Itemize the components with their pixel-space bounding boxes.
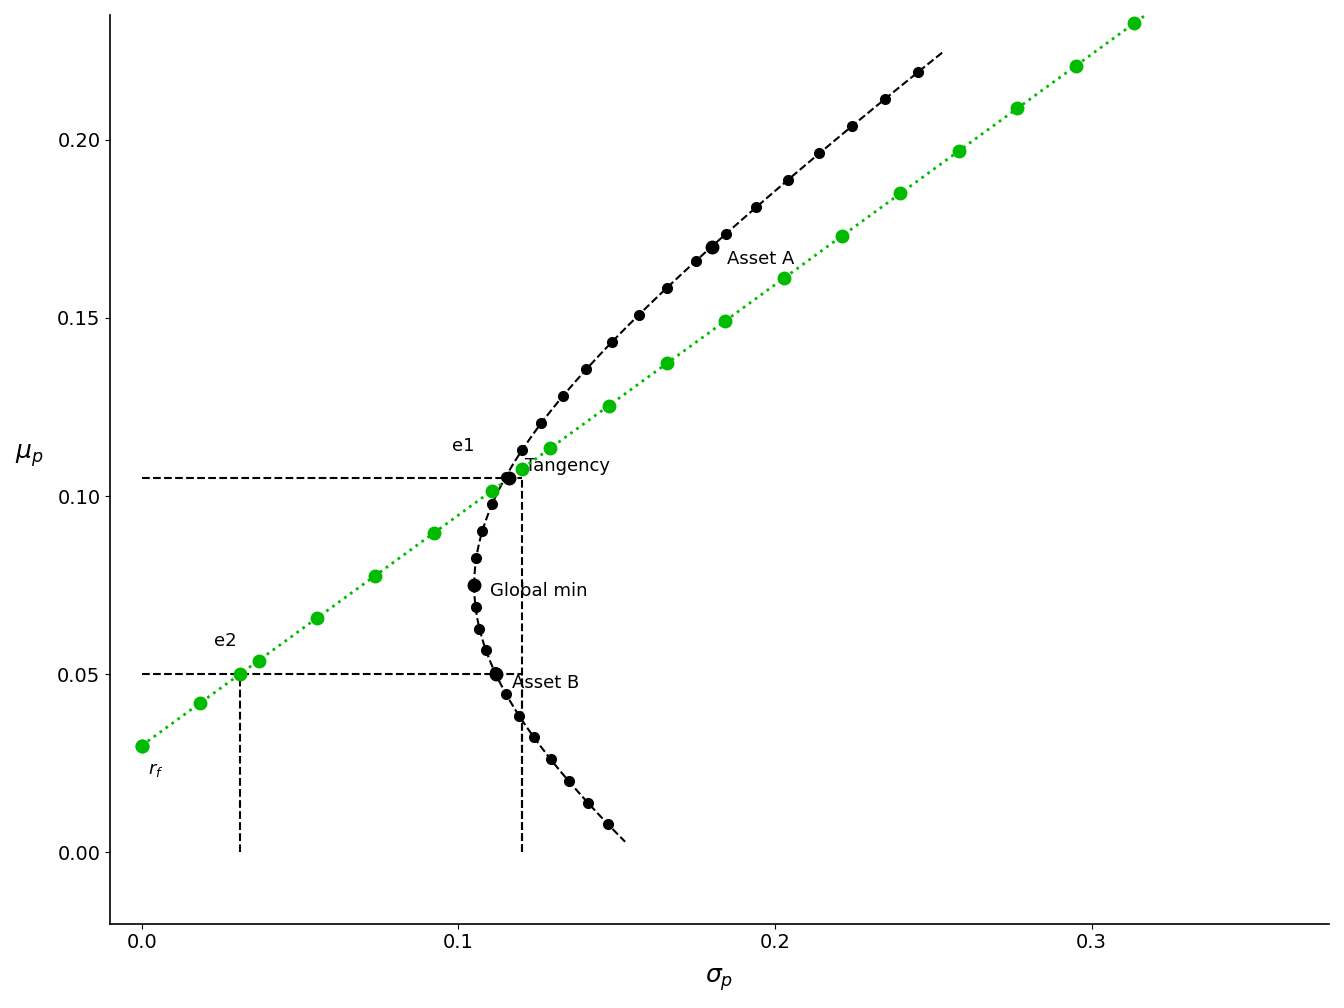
Text: e1: e1	[452, 437, 474, 456]
Text: Asset A: Asset A	[727, 250, 794, 268]
Y-axis label: $\mu_p$: $\mu_p$	[15, 443, 43, 470]
Text: e2: e2	[215, 632, 237, 650]
Text: Global min: Global min	[491, 582, 587, 600]
Text: Asset B: Asset B	[512, 674, 579, 692]
Text: Tangency: Tangency	[526, 457, 610, 475]
X-axis label: $\sigma_p$: $\sigma_p$	[706, 967, 734, 993]
Text: $r_f$: $r_f$	[148, 761, 164, 779]
